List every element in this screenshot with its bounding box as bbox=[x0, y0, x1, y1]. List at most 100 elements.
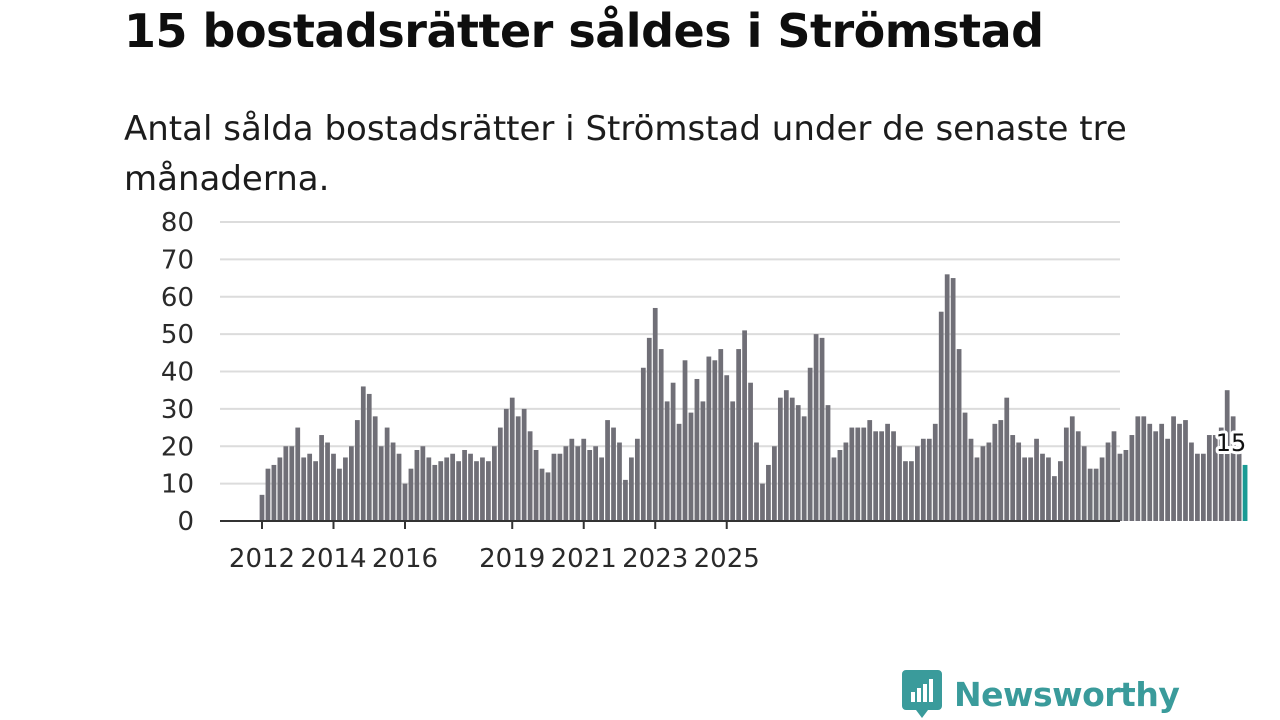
bar bbox=[992, 423, 998, 521]
bar bbox=[998, 420, 1004, 521]
x-tick-label: 2014 bbox=[300, 544, 366, 574]
bar bbox=[1171, 416, 1176, 521]
bar bbox=[837, 449, 843, 521]
bar bbox=[605, 420, 610, 521]
bar bbox=[432, 464, 438, 521]
bar bbox=[1004, 397, 1010, 521]
bar bbox=[1052, 476, 1057, 521]
bar bbox=[450, 453, 456, 521]
bar bbox=[563, 446, 569, 521]
bar bbox=[652, 307, 658, 521]
bar bbox=[343, 457, 348, 521]
bar bbox=[521, 408, 527, 521]
bar bbox=[1063, 427, 1069, 521]
bar bbox=[331, 453, 336, 521]
newsworthy-logo: Newsworthy bbox=[902, 670, 1180, 718]
bar bbox=[724, 375, 730, 521]
bar bbox=[402, 483, 408, 521]
bar bbox=[277, 457, 283, 521]
brand-name: Newsworthy bbox=[954, 674, 1180, 714]
bar bbox=[259, 494, 265, 521]
bar bbox=[1224, 390, 1230, 521]
bar bbox=[420, 446, 426, 521]
bar bbox=[920, 438, 926, 521]
y-tick-label: 60 bbox=[161, 283, 194, 313]
bar bbox=[396, 453, 402, 521]
bar bbox=[551, 453, 557, 521]
bar bbox=[1040, 453, 1045, 521]
bar bbox=[468, 453, 473, 521]
bar bbox=[354, 420, 360, 521]
bar bbox=[1189, 442, 1194, 521]
x-tick-label: 2023 bbox=[622, 544, 688, 574]
bar bbox=[915, 446, 920, 521]
bar bbox=[629, 457, 634, 521]
x-tick-label: 2019 bbox=[479, 544, 545, 574]
bar bbox=[700, 401, 706, 521]
bar bbox=[1105, 442, 1111, 521]
y-tick-label: 80 bbox=[161, 208, 194, 238]
bar bbox=[789, 397, 795, 521]
bar bbox=[885, 423, 890, 521]
bar bbox=[289, 446, 295, 521]
bar bbox=[646, 337, 652, 521]
bar bbox=[384, 427, 390, 521]
bar bbox=[873, 431, 879, 521]
bar bbox=[533, 449, 539, 521]
bar bbox=[903, 461, 908, 521]
y-tick-label: 40 bbox=[161, 358, 194, 388]
bar bbox=[1081, 446, 1087, 521]
bar bbox=[974, 457, 980, 521]
bar bbox=[337, 468, 342, 521]
bar bbox=[944, 274, 950, 521]
bar bbox=[676, 423, 682, 521]
bar bbox=[307, 453, 313, 521]
bar bbox=[1165, 438, 1170, 521]
bar bbox=[1087, 468, 1093, 521]
bar bbox=[855, 427, 861, 521]
bar bbox=[956, 349, 962, 521]
bar bbox=[1093, 468, 1099, 521]
bar bbox=[575, 446, 581, 521]
bar bbox=[1153, 431, 1159, 521]
x-tick-label: 2012 bbox=[229, 544, 295, 574]
bar bbox=[438, 461, 444, 521]
y-tick-label: 30 bbox=[161, 395, 194, 425]
bar bbox=[670, 382, 676, 521]
bar bbox=[617, 442, 622, 521]
bar bbox=[1183, 420, 1188, 521]
bar bbox=[861, 427, 867, 521]
bar bbox=[634, 438, 640, 521]
bar bbox=[1034, 438, 1039, 521]
newsworthy-chat-icon bbox=[902, 670, 942, 718]
bar bbox=[694, 378, 700, 521]
bar bbox=[891, 431, 896, 521]
bar bbox=[1111, 431, 1117, 521]
bar bbox=[348, 446, 354, 521]
bar bbox=[1200, 453, 1206, 521]
bar bbox=[879, 431, 885, 521]
bar bbox=[623, 479, 628, 521]
bar bbox=[1147, 423, 1153, 521]
bar bbox=[581, 438, 587, 521]
bar bbox=[932, 423, 938, 521]
bar bbox=[825, 405, 831, 521]
bar bbox=[706, 356, 712, 521]
bar bbox=[444, 457, 450, 521]
bar bbox=[1135, 416, 1141, 521]
bar bbox=[1075, 431, 1081, 521]
bar bbox=[795, 405, 801, 521]
bar bbox=[754, 442, 759, 521]
bar bbox=[390, 442, 396, 521]
x-tick-label: 2025 bbox=[694, 544, 760, 574]
bar bbox=[640, 367, 646, 521]
bar bbox=[593, 446, 599, 521]
bar bbox=[986, 442, 992, 521]
bar bbox=[658, 349, 664, 521]
y-tick-label: 20 bbox=[161, 432, 194, 462]
bar bbox=[1230, 416, 1236, 521]
bar bbox=[1117, 453, 1123, 521]
bar bbox=[807, 367, 813, 521]
bar bbox=[372, 416, 378, 521]
